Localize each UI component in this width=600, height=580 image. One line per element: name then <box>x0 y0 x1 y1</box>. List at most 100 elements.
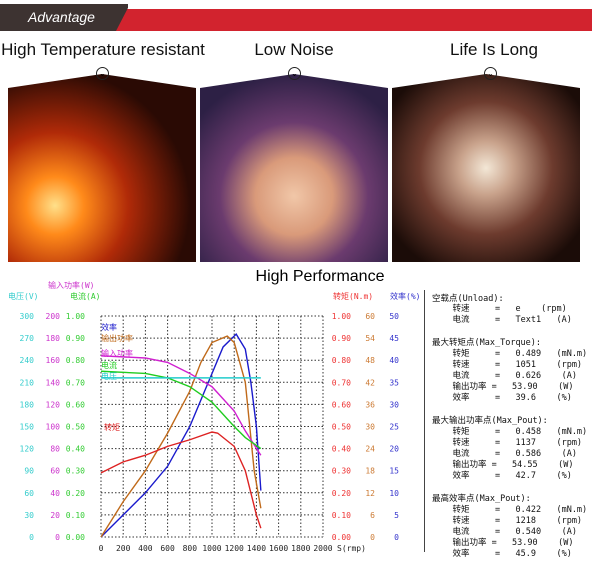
series-line-5 <box>100 431 262 529</box>
divider <box>424 290 425 552</box>
performance-chart: 0 200 400 600 800 1000 1200 1400 1600 1800 2000 S(r… <box>8 280 420 553</box>
y-tick-label: 120 <box>20 445 35 454</box>
y-tick-label: 210 <box>20 378 35 387</box>
y-tick-label: 0.80 <box>66 356 85 365</box>
y-tick-label: 0.30 <box>332 467 351 476</box>
info-row: 效率 = 42.7 (%) <box>432 471 572 481</box>
info-row: 输出功率 = 53.90 (W) <box>432 538 574 548</box>
y-tick-label: 0.70 <box>66 378 85 387</box>
info-row: 转矩 = 0.422 (mN.m) <box>432 505 588 515</box>
clock-image <box>392 74 580 262</box>
feature-title-temperature: High Temperature resistant <box>1 40 205 59</box>
y-tick-label: 0 <box>55 533 60 542</box>
series-line-0 <box>100 333 262 538</box>
series-label: 电压 <box>101 371 117 381</box>
y-tick-label: 35 <box>389 378 399 387</box>
y-tick-label: 0 <box>394 533 399 542</box>
series-label: 电流 <box>101 360 117 370</box>
x-tick-label: 400 <box>138 544 153 553</box>
info-row: 转速 = 1137 (rpm) <box>432 438 583 448</box>
y-tick-label: 0.10 <box>332 511 351 520</box>
y-tick-label: 180 <box>20 400 35 409</box>
info-row: 电流 = 0.586 (A) <box>432 449 577 459</box>
info-row: 转速 = 1218 (rpm) <box>432 516 583 526</box>
y-tick-label: 0.60 <box>66 400 85 409</box>
x-tick-label: 2000 <box>313 544 332 553</box>
y-tick-label: 25 <box>389 423 399 432</box>
y-tick-label: 45 <box>389 334 399 343</box>
x-tick-label: 1200 <box>225 544 244 553</box>
y-tick-label: 200 <box>46 312 61 321</box>
series-label: 效率 <box>101 322 117 332</box>
y-axis-label: 效率(%) <box>390 291 420 301</box>
y-tick-label: 160 <box>46 356 61 365</box>
info-row: 电流 = 0.626 (A) <box>432 371 577 381</box>
x-tick-label: 1800 <box>291 544 310 553</box>
info-row: 效率 = 39.6 (%) <box>432 393 572 403</box>
x-tick-label: 0 <box>99 544 104 553</box>
y-tick-label: 15 <box>389 467 399 476</box>
y-tick-label: 0.20 <box>66 489 85 498</box>
y-tick-label: 42 <box>365 378 375 387</box>
y-tick-label: 5 <box>394 511 399 520</box>
info-row: 转矩 = 0.489 (mN.m) <box>432 349 588 359</box>
y-tick-label: 0.80 <box>332 356 351 365</box>
y-tick-label: 24 <box>365 445 375 454</box>
y-tick-label: 240 <box>20 356 35 365</box>
y-tick-label: 100 <box>46 423 61 432</box>
y-tick-label: 80 <box>50 445 60 454</box>
y-tick-label: 180 <box>46 334 61 343</box>
performance-title: High Performance <box>255 268 385 285</box>
y-tick-label: 0.50 <box>66 423 85 432</box>
info-row: 电流 = 0.540 (A) <box>432 527 577 537</box>
x-tick-label: 1600 <box>269 544 288 553</box>
x-tick-label: 1400 <box>247 544 266 553</box>
y-tick-label: 30 <box>24 511 34 520</box>
y-tick-label: 40 <box>389 356 399 365</box>
x-tick-label: 800 <box>183 544 198 553</box>
y-tick-label: 0.00 <box>66 533 85 542</box>
y-tick-label: 150 <box>20 423 35 432</box>
y-tick-label: 0.70 <box>332 378 351 387</box>
series-line-1 <box>100 335 262 538</box>
info-row: 转矩 = 0.458 (mN.m) <box>432 427 588 437</box>
baby-image <box>200 74 388 262</box>
feature-title-life: Life Is Long <box>450 40 538 59</box>
info-row: 效率 = 45.9 (%) <box>432 549 572 559</box>
advantage-tab: Advantage <box>0 4 128 31</box>
y-tick-label: 40 <box>50 489 60 498</box>
y-tick-label: 60 <box>24 489 34 498</box>
y-tick-label: 0.90 <box>66 334 85 343</box>
series-line-2 <box>100 355 262 456</box>
y-tick-label: 36 <box>365 400 375 409</box>
x-axis-label: S(rmp) <box>337 544 366 553</box>
y-tick-label: 54 <box>365 334 375 343</box>
y-tick-label: 0.40 <box>332 445 351 454</box>
y-tick-label: 140 <box>46 378 61 387</box>
y-tick-label: 10 <box>389 489 399 498</box>
chevron-down-circle-icon: ⌄ <box>484 67 497 80</box>
series-line-3 <box>100 370 262 450</box>
feature-title-noise: Low Noise <box>254 40 334 59</box>
info-row: 输出功率 = 54.55 (W) <box>432 460 574 470</box>
y-tick-label: 90 <box>24 467 34 476</box>
chevron-down-circle-icon: ⌄ <box>288 67 301 80</box>
series-label: 转矩 <box>104 422 120 432</box>
y-tick-label: 60 <box>50 467 60 476</box>
series-label: 输入功率 <box>101 348 133 358</box>
y-tick-label: 0.90 <box>332 334 351 343</box>
y-tick-label: 120 <box>46 400 61 409</box>
sparks-image <box>8 74 196 262</box>
y-tick-label: 300 <box>20 312 35 321</box>
info-heading: 最高效率点(Max_Pout): <box>432 494 531 504</box>
info-row: 转速 = 1051 (rpm) <box>432 360 583 370</box>
y-tick-label: 1.00 <box>66 312 85 321</box>
y-tick-label: 12 <box>365 489 375 498</box>
y-tick-label: 20 <box>389 445 399 454</box>
header-bar <box>0 9 592 31</box>
y-axis-label: 转矩(N.m) <box>333 291 373 301</box>
info-row: 输出功率 = 53.90 (W) <box>432 382 574 392</box>
y-tick-label: 0.50 <box>332 423 351 432</box>
y-tick-label: 0.40 <box>66 445 85 454</box>
y-tick-label: 48 <box>365 356 375 365</box>
